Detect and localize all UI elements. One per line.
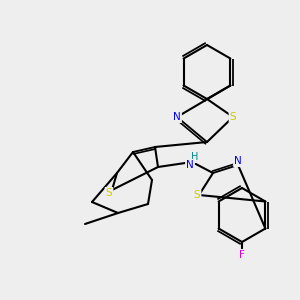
Text: N: N xyxy=(173,112,181,122)
Text: N: N xyxy=(234,156,242,166)
Text: F: F xyxy=(239,250,245,260)
Text: S: S xyxy=(106,188,112,198)
Text: H: H xyxy=(191,152,199,162)
Text: S: S xyxy=(230,112,236,122)
Text: N: N xyxy=(186,160,194,170)
Text: S: S xyxy=(194,190,200,200)
